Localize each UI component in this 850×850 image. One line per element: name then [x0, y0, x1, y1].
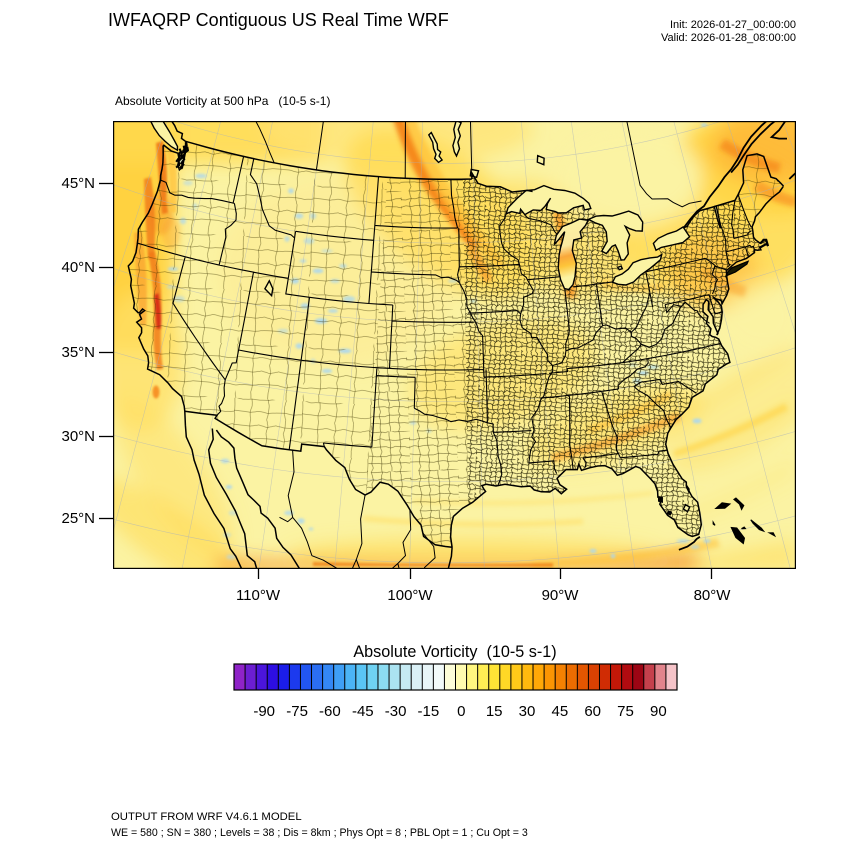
svg-text:80°W: 80°W: [694, 587, 732, 604]
svg-text:110°W: 110°W: [236, 587, 281, 604]
svg-text:-60: -60: [319, 703, 341, 720]
svg-text:35°N: 35°N: [61, 344, 95, 361]
svg-text:75: 75: [617, 703, 634, 720]
svg-text:45°N: 45°N: [61, 175, 95, 192]
svg-text:90°W: 90°W: [542, 587, 580, 604]
svg-text:-90: -90: [253, 703, 275, 720]
svg-text:45: 45: [552, 703, 569, 720]
svg-text:100°W: 100°W: [387, 587, 433, 604]
svg-text:0: 0: [457, 703, 465, 720]
svg-text:15: 15: [486, 703, 503, 720]
svg-text:Absolute Vorticity (10-5 s-1): Absolute Vorticity (10-5 s-1): [353, 643, 556, 661]
svg-text:60: 60: [584, 703, 601, 720]
svg-text:-45: -45: [352, 703, 374, 720]
svg-text:40°N: 40°N: [61, 259, 95, 276]
svg-text:-15: -15: [418, 703, 440, 720]
svg-text:-75: -75: [286, 703, 308, 720]
svg-text:30: 30: [519, 703, 536, 720]
svg-text:25°N: 25°N: [61, 510, 95, 527]
svg-text:90: 90: [650, 703, 667, 720]
svg-text:-30: -30: [385, 703, 407, 720]
svg-text:30°N: 30°N: [61, 428, 95, 445]
